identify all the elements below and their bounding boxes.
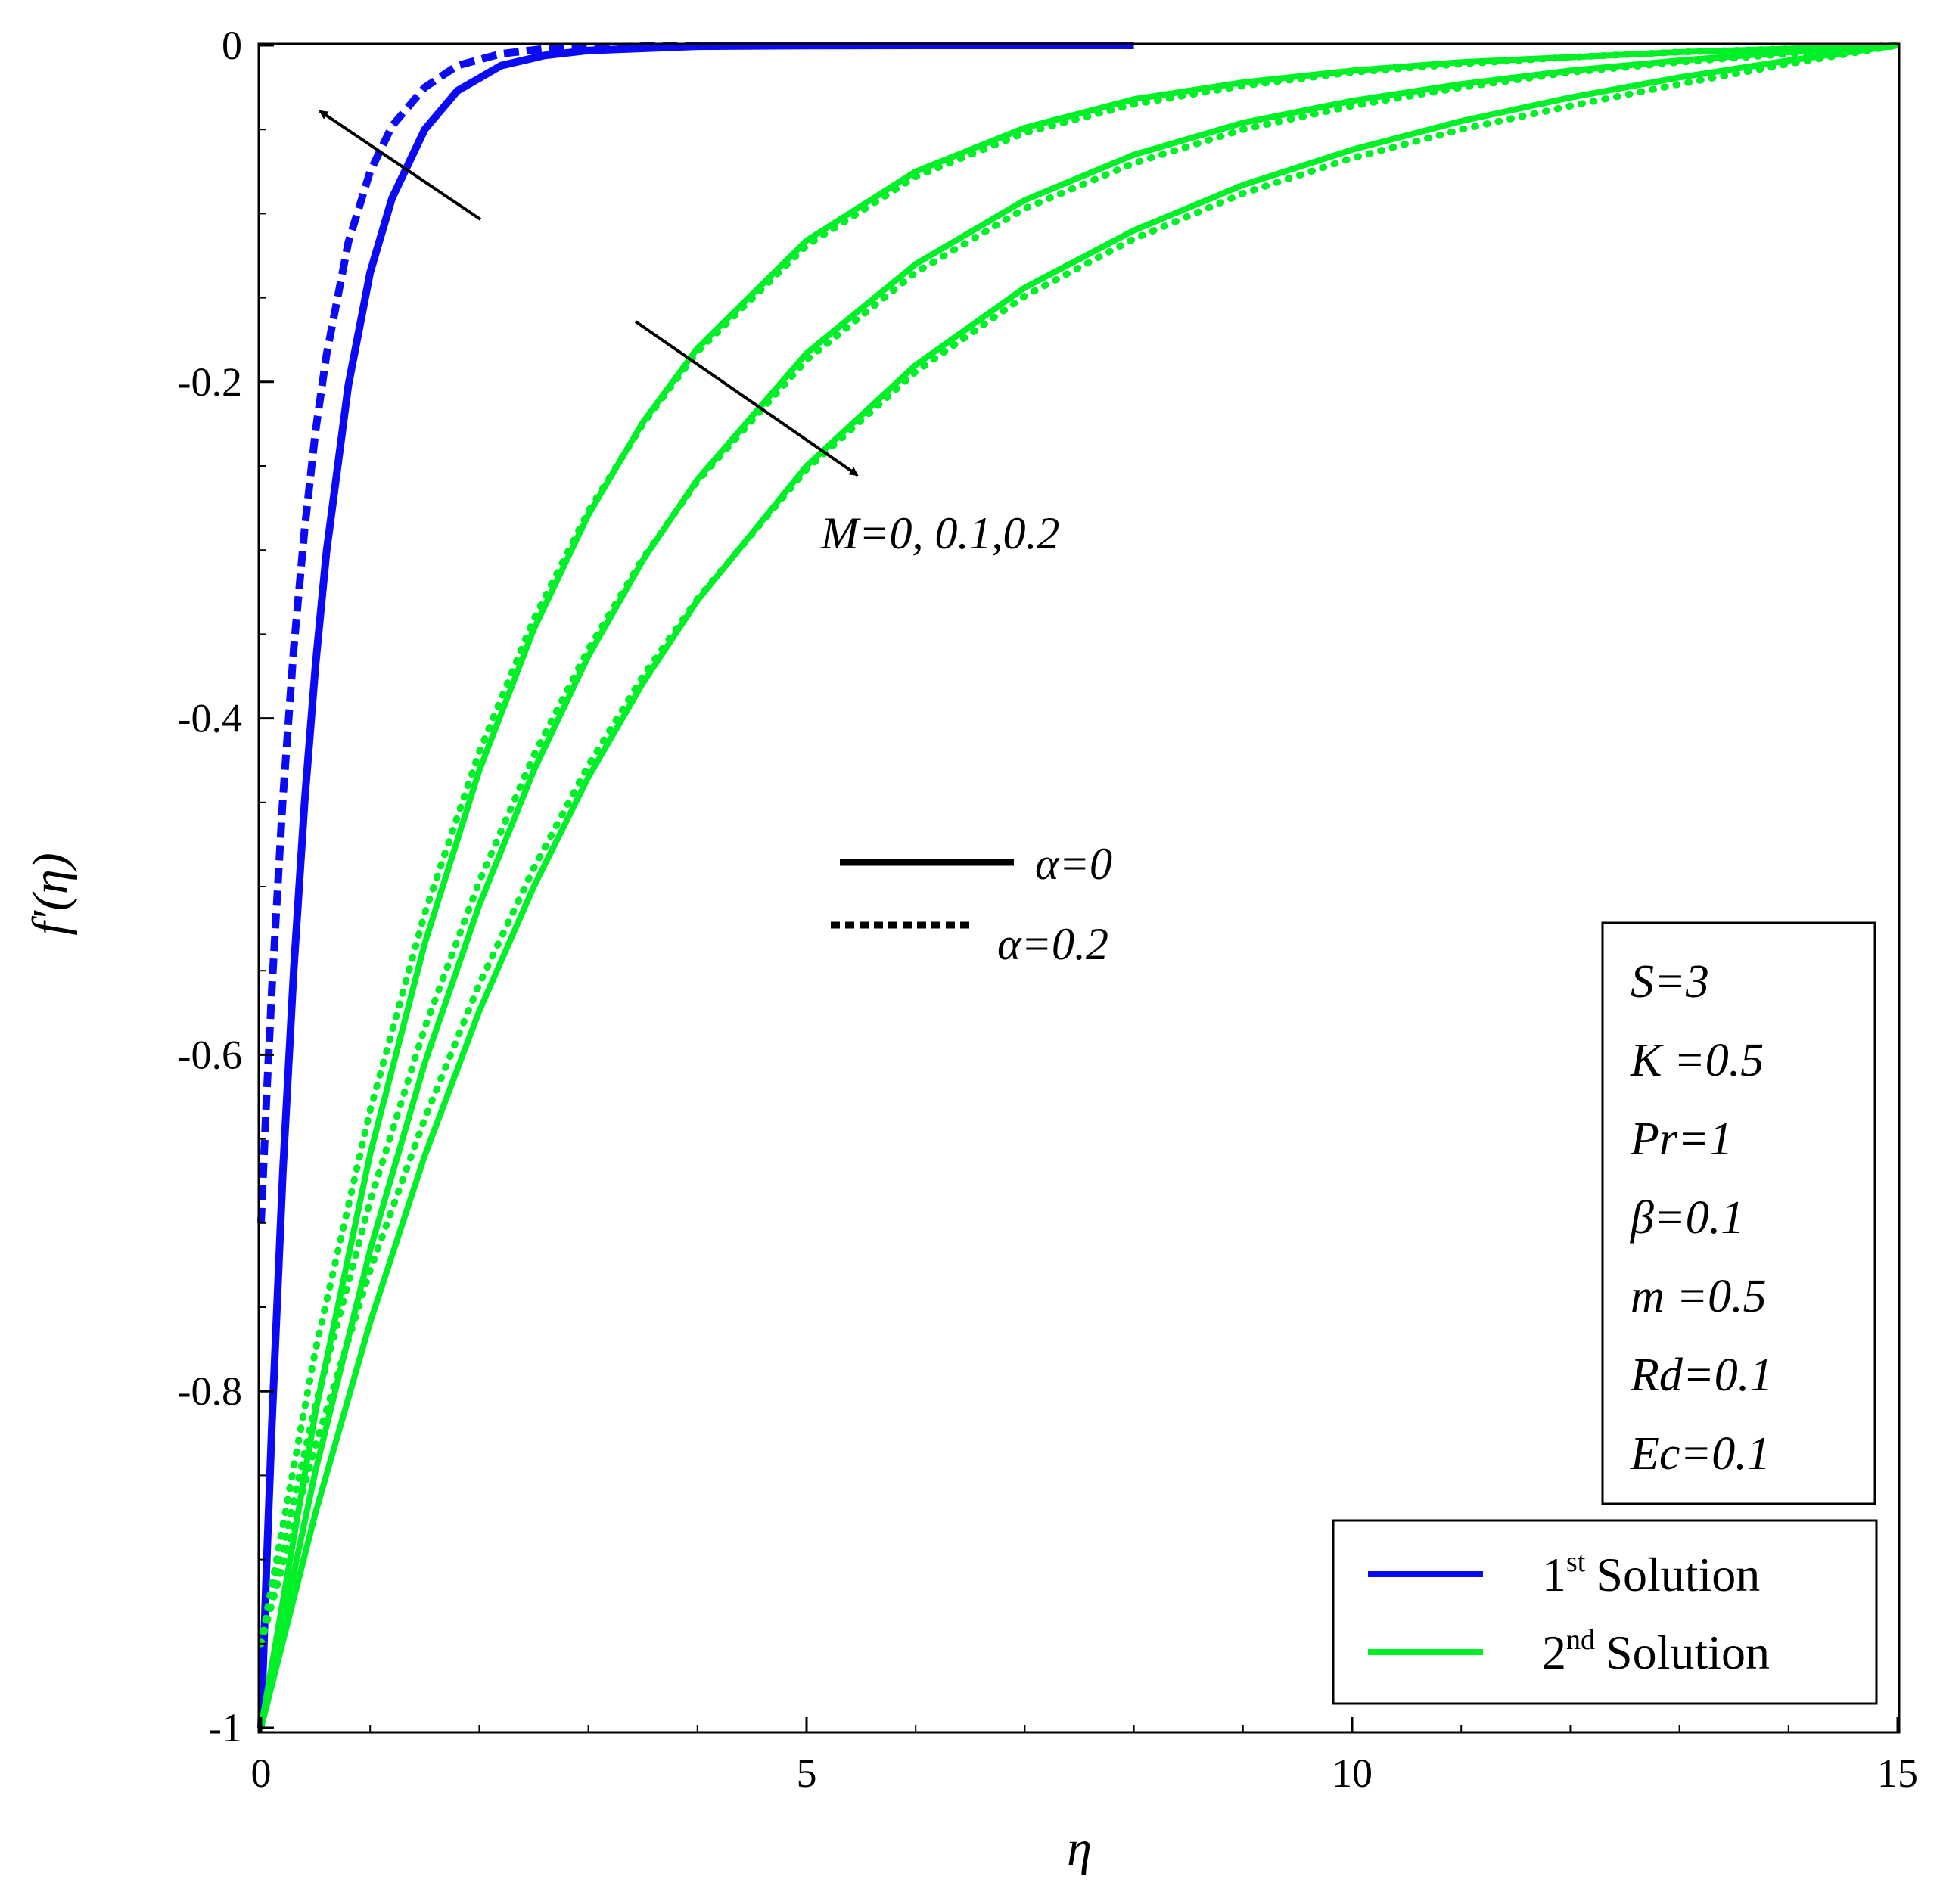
series-line-2nd-solution-alpha-0.2-5 <box>257 42 1901 1648</box>
parameters-box <box>1601 921 1876 1505</box>
legend-entry-superscript: st <box>1566 1546 1586 1578</box>
parameter-label: m =0.5 <box>1631 1271 1767 1322</box>
legend-entry-text: Solution <box>1596 1548 1760 1601</box>
parameter-label: Rd=0.1 <box>1630 1350 1773 1401</box>
legend-box <box>1332 1519 1878 1705</box>
series-line-1st-solution-alpha-0.2-1 <box>257 42 1134 1224</box>
dotted-style-key-label: α=0.2 <box>997 919 1108 969</box>
series-line-2nd-solution-alpha-0.2-7 <box>257 42 1901 1648</box>
series-line-1st-solution-alpha-0-0 <box>257 42 1134 1729</box>
y-tick-label: -1 <box>208 1705 242 1750</box>
y-tick-label: -0.4 <box>178 696 242 741</box>
parameter-label: β=0.1 <box>1630 1192 1744 1244</box>
legend-entry-label: 2nd Solution <box>1542 1624 1770 1679</box>
legend-entry-number: 1 <box>1542 1548 1566 1601</box>
legend-entry-superscript: nd <box>1566 1624 1595 1656</box>
series-layer <box>257 42 1901 1729</box>
second-solution-trend-arrow <box>634 320 859 477</box>
parameter-label: Pr=1 <box>1630 1114 1733 1165</box>
y-tick-label: -0.6 <box>178 1032 242 1077</box>
x-tick-label: 0 <box>251 1750 272 1796</box>
x-tick-label: 10 <box>1332 1750 1373 1796</box>
first-solution-trend-arrow <box>319 110 482 221</box>
y-tick-label: -0.2 <box>178 359 242 405</box>
parameters-list: S=3 K =0.5 Pr=1 β=0.1 m =0.5 Rd=0.1 Ec=0.1 <box>1630 956 1773 1480</box>
parameter-label: S=3 <box>1631 956 1709 1008</box>
legend-entry-label: 1st Solution <box>1542 1546 1760 1601</box>
series-line-2nd-solution-alpha-0.2-6 <box>257 42 1901 1648</box>
x-tick-label: 15 <box>1877 1750 1918 1796</box>
parameter-label: K =0.5 <box>1630 1035 1764 1086</box>
ticks-layer: 0 5 10 15 0 -0.2 -0.4 -0.6 -0.8 -1 <box>178 23 1918 1796</box>
solid-style-key-label: α=0 <box>1035 839 1112 889</box>
plot-area-frame <box>257 42 1901 1734</box>
y-axis-label: f′(η) <box>23 853 78 935</box>
legend-entry-text: Solution <box>1606 1626 1770 1679</box>
legend-entry-number: 2 <box>1542 1626 1566 1679</box>
x-tick-label: 5 <box>797 1750 817 1796</box>
m-values-annotation: M=0, 0.1,0.2 <box>820 508 1059 558</box>
parameter-label: Ec=0.1 <box>1630 1428 1771 1480</box>
y-tick-label: 0 <box>222 23 242 68</box>
series-line-2nd-solution-alpha-0-4 <box>258 42 1898 1729</box>
y-tick-label: -0.8 <box>178 1368 242 1414</box>
x-axis-label: η <box>1067 1821 1092 1876</box>
